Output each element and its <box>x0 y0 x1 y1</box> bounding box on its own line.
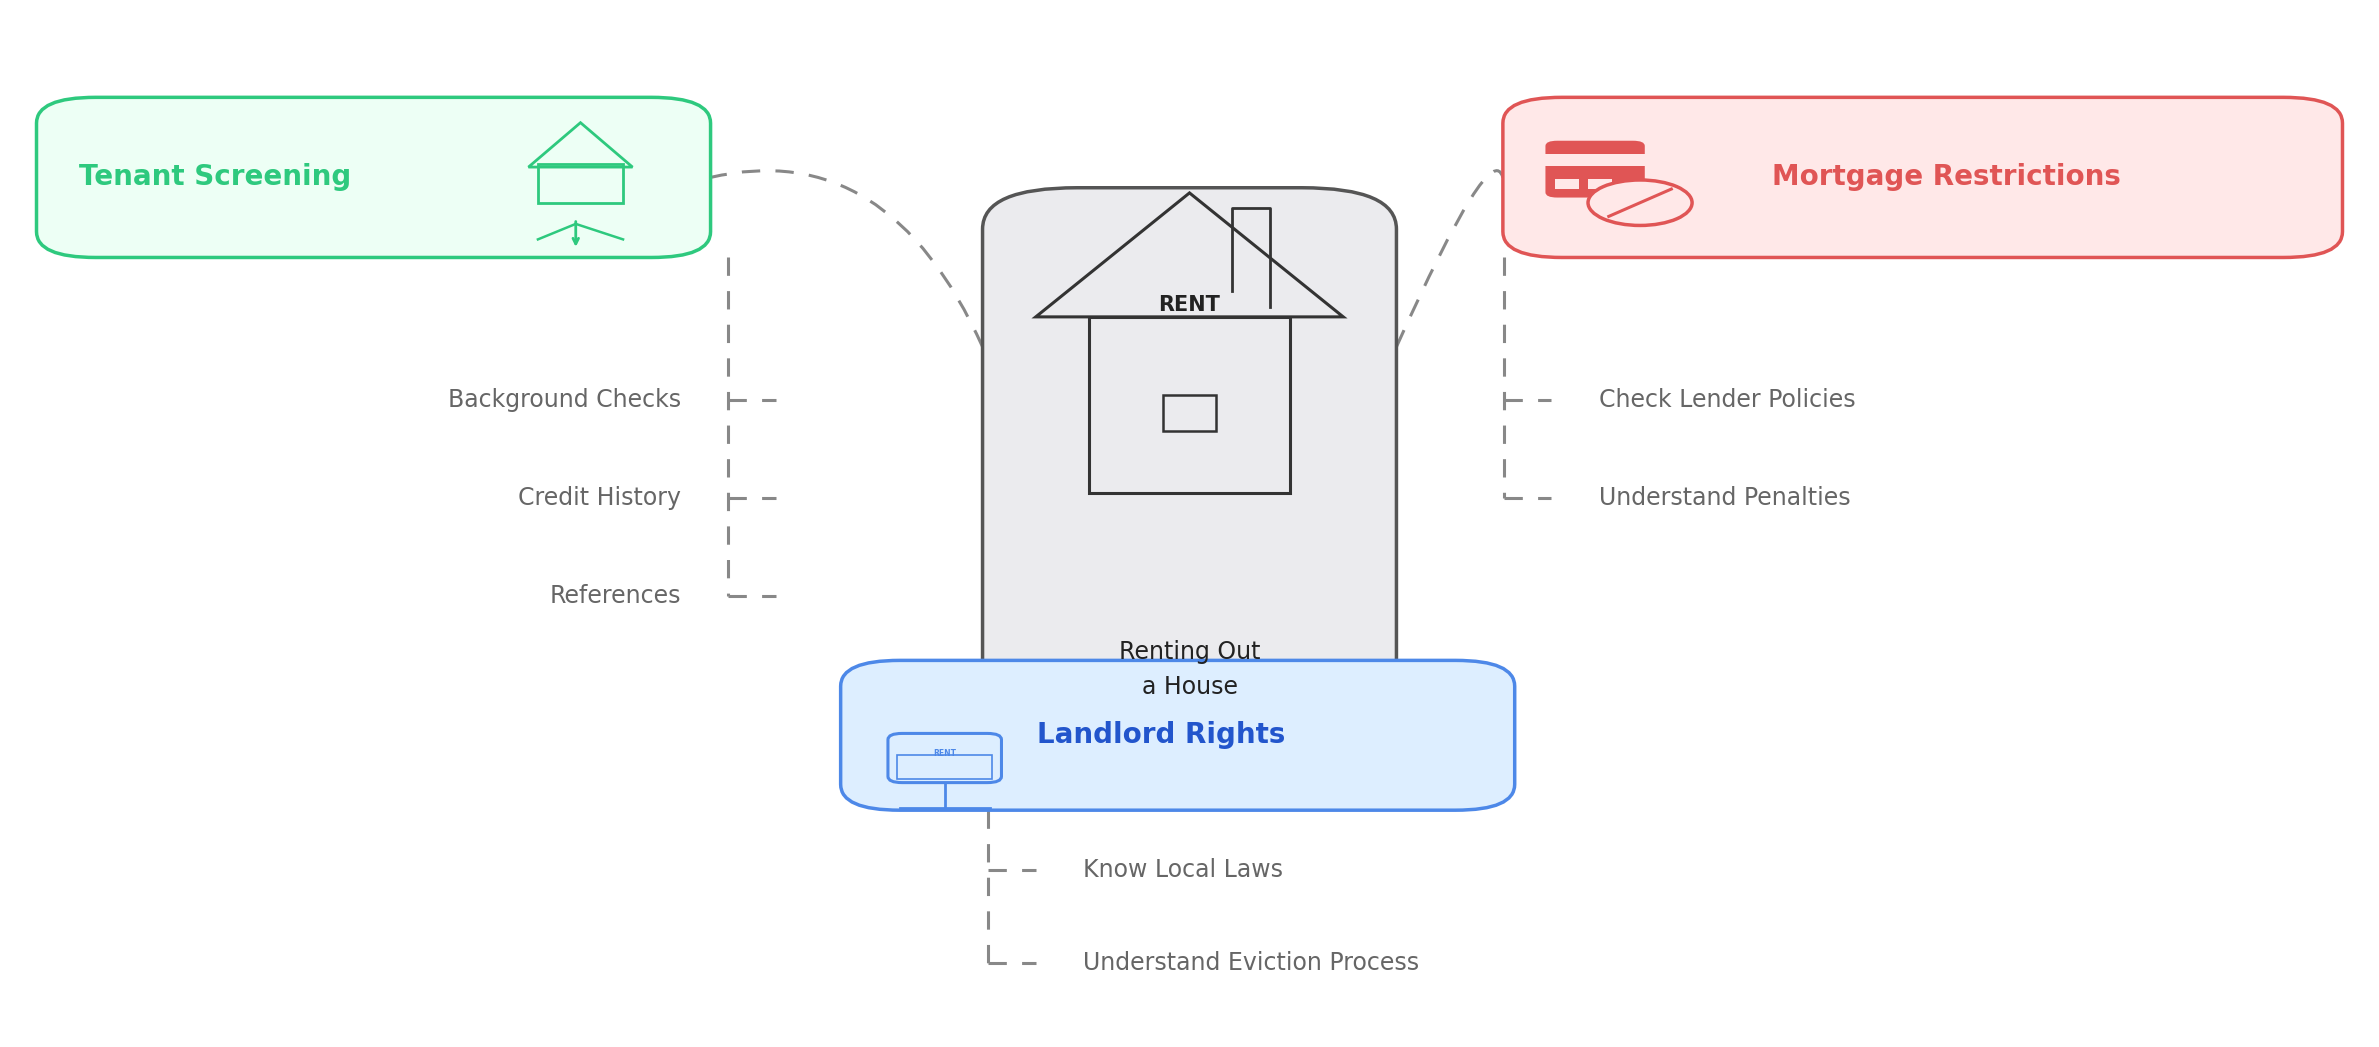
Text: RENT: RENT <box>933 749 956 758</box>
FancyBboxPatch shape <box>36 97 711 258</box>
Circle shape <box>1589 180 1691 225</box>
Bar <box>897 755 992 779</box>
Text: Understand Penalties: Understand Penalties <box>1599 486 1851 510</box>
Text: Background Checks: Background Checks <box>447 387 680 411</box>
FancyBboxPatch shape <box>983 187 1396 756</box>
FancyBboxPatch shape <box>1504 97 2343 258</box>
Bar <box>1163 395 1216 431</box>
Bar <box>1556 179 1580 190</box>
Text: RENT: RENT <box>1159 295 1220 315</box>
FancyBboxPatch shape <box>840 661 1515 810</box>
Text: References: References <box>550 584 680 608</box>
Text: Landlord Rights: Landlord Rights <box>1037 721 1285 750</box>
Text: Tenant Screening: Tenant Screening <box>79 163 352 192</box>
Bar <box>1090 317 1289 492</box>
Text: Check Lender Policies: Check Lender Policies <box>1599 387 1856 411</box>
Text: Understand Eviction Process: Understand Eviction Process <box>1082 951 1420 975</box>
Text: Mortgage Restrictions: Mortgage Restrictions <box>1772 163 2122 192</box>
Bar <box>538 164 623 203</box>
Text: Know Local Laws: Know Local Laws <box>1082 857 1282 882</box>
FancyBboxPatch shape <box>1546 140 1644 198</box>
Bar <box>1546 154 1644 166</box>
Text: Renting Out
a House: Renting Out a House <box>1118 640 1261 699</box>
Text: Credit History: Credit History <box>519 486 680 510</box>
Bar <box>1589 179 1611 190</box>
